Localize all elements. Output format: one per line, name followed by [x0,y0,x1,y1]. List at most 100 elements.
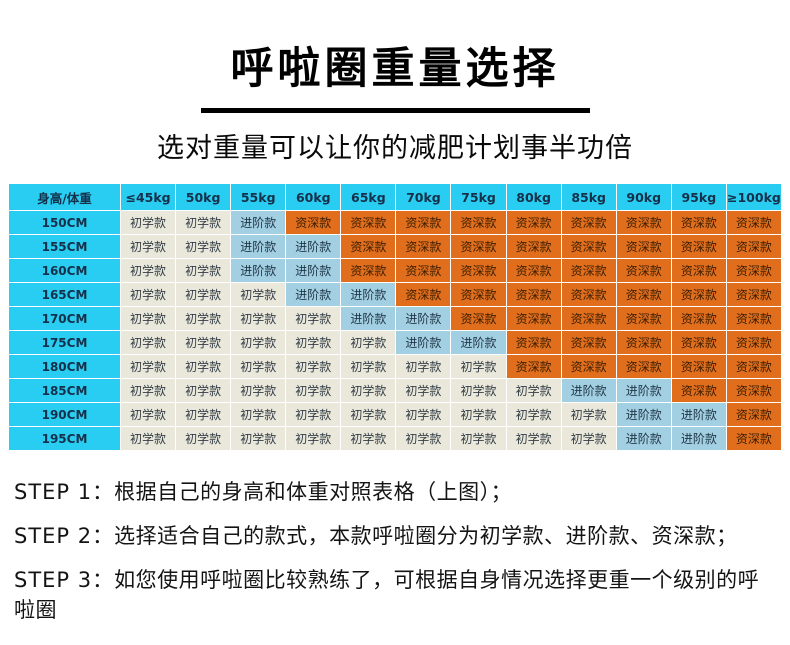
table-row: 175CM 初学款 初学款 初学款 初学款 初学款 进阶款 进阶款 资深款 资深款 资深款 资深款 资深… [8,330,783,355]
level-cell: 资深款 [725,306,783,331]
table-row: 165CM 初学款 初学款 初学款 进阶款 进阶款 资深款 资深款 资深款 资深款 资深款 资深款 资深… [8,282,783,307]
level-cell: 初学款 [119,282,177,307]
step-1-label: STEP 1： [14,480,115,504]
level-cell: 初学款 [340,426,397,451]
level-cell: 初学款 [230,282,287,307]
level-cell: 资深款 [615,330,672,355]
level-cell: 初学款 [450,378,507,403]
height-row-header: 195CM [8,426,121,451]
level-cell: 初学款 [230,330,287,355]
level-cell: 初学款 [119,330,177,355]
level-cell: 初学款 [395,426,452,451]
level-cell: 初学款 [395,354,452,379]
level-cell: 资深款 [560,258,617,283]
table-row: 185CM 初学款 初学款 初学款 初学款 初学款 初学款 初学款 初学款 进阶款 进阶款 资深款 资深… [8,378,783,403]
weight-column-header: 75kg [450,183,507,211]
level-cell: 初学款 [285,378,342,403]
weight-selection-table: 身高/体重 ≤45kg 50kg 55kg 60kg 65kg 70kg 75kg 80kg 85… [8,183,783,451]
level-cell: 资深款 [505,234,562,259]
level-cell: 初学款 [175,210,232,235]
level-cell: 资深款 [615,306,672,331]
height-row-header: 155CM [8,234,121,259]
level-cell: 初学款 [175,354,232,379]
level-cell: 初学款 [230,354,287,379]
level-cell: 初学款 [340,330,397,355]
table-row: 195CM 初学款 初学款 初学款 初学款 初学款 初学款 初学款 初学款 初学款 进阶款 进阶款 资深… [8,426,783,451]
level-cell: 资深款 [670,282,727,307]
level-cell: 资深款 [395,282,452,307]
level-cell: 初学款 [285,354,342,379]
level-cell: 初学款 [285,306,342,331]
level-cell: 资深款 [725,426,783,451]
level-cell: 资深款 [725,282,783,307]
level-cell: 资深款 [340,210,397,235]
level-cell: 初学款 [119,258,177,283]
level-cell: 初学款 [450,426,507,451]
level-cell: 资深款 [505,282,562,307]
level-cell: 初学款 [119,378,177,403]
height-row-header: 160CM [8,258,121,283]
level-cell: 进阶款 [340,282,397,307]
step-2-label: STEP 2： [14,524,115,548]
level-cell: 初学款 [230,402,287,427]
level-cell: 资深款 [560,210,617,235]
level-cell: 资深款 [725,258,783,283]
weight-column-header: 50kg [175,183,232,211]
level-cell: 初学款 [560,402,617,427]
level-cell: 进阶款 [615,426,672,451]
level-cell: 资深款 [670,330,727,355]
level-cell: 资深款 [505,330,562,355]
level-cell: 初学款 [285,426,342,451]
weight-column-header: ≤45kg [119,183,177,211]
level-cell: 初学款 [450,402,507,427]
level-cell: 初学款 [340,354,397,379]
table-header-row: 身高/体重 ≤45kg 50kg 55kg 60kg 65kg 70kg 75kg 80kg 85… [8,183,783,211]
level-cell: 资深款 [560,330,617,355]
level-cell: 进阶款 [230,258,287,283]
level-cell: 资深款 [670,306,727,331]
level-cell: 资深款 [725,234,783,259]
level-cell: 资深款 [285,210,342,235]
level-cell: 资深款 [615,210,672,235]
level-cell: 资深款 [450,210,507,235]
level-cell: 初学款 [230,306,287,331]
page-title: 呼啦圈重量选择 [200,34,590,113]
level-cell: 初学款 [119,426,177,451]
table-row: 190CM 初学款 初学款 初学款 初学款 初学款 初学款 初学款 初学款 初学款 进阶款 进阶款 资深… [8,402,783,427]
level-cell: 资深款 [505,258,562,283]
table-row: 150CM 初学款 初学款 进阶款 资深款 资深款 资深款 资深款 资深款 资深款 资深款 资深款 资深… [8,210,783,235]
level-cell: 资深款 [560,234,617,259]
level-cell: 资深款 [340,258,397,283]
step-1: STEP 1：根据自己的身高和体重对照表格（上图）； [14,476,776,506]
level-cell: 初学款 [119,306,177,331]
level-cell: 资深款 [505,306,562,331]
level-cell: 初学款 [450,354,507,379]
table-row: 180CM 初学款 初学款 初学款 初学款 初学款 初学款 初学款 资深款 资深款 资深款 资深款 资深… [8,354,783,379]
level-cell: 资深款 [340,234,397,259]
page-subtitle: 选对重量可以让你的减肥计划事半功倍 [157,133,633,164]
level-cell: 进阶款 [285,258,342,283]
weight-column-header: 95kg [670,183,727,211]
step-2: STEP 2：选择适合自己的款式，本款呼啦圈分为初学款、进阶款、资深款； [14,520,776,550]
table-row: 155CM 初学款 初学款 进阶款 进阶款 资深款 资深款 资深款 资深款 资深款 资深款 资深款 资深… [8,234,783,259]
level-cell: 初学款 [505,378,562,403]
level-cell: 资深款 [450,306,507,331]
level-cell: 资深款 [450,234,507,259]
level-cell: 资深款 [395,258,452,283]
step-3-text: 如您使用呼啦圈比较熟练了，可根据自身情况选择更重一个级别的呼啦圈 [14,568,760,622]
weight-column-header: 85kg [560,183,617,211]
level-cell: 初学款 [285,330,342,355]
level-cell: 资深款 [725,330,783,355]
page-header: 呼啦圈重量选择 选对重量可以让你的减肥计划事半功倍 [0,0,790,165]
level-cell: 进阶款 [670,402,727,427]
level-cell: 资深款 [395,234,452,259]
level-cell: 初学款 [119,210,177,235]
level-cell: 进阶款 [285,282,342,307]
level-cell: 初学款 [395,402,452,427]
level-cell: 资深款 [505,210,562,235]
height-row-header: 190CM [8,402,121,427]
level-cell: 资深款 [395,210,452,235]
level-cell: 资深款 [560,282,617,307]
level-cell: 初学款 [175,258,232,283]
